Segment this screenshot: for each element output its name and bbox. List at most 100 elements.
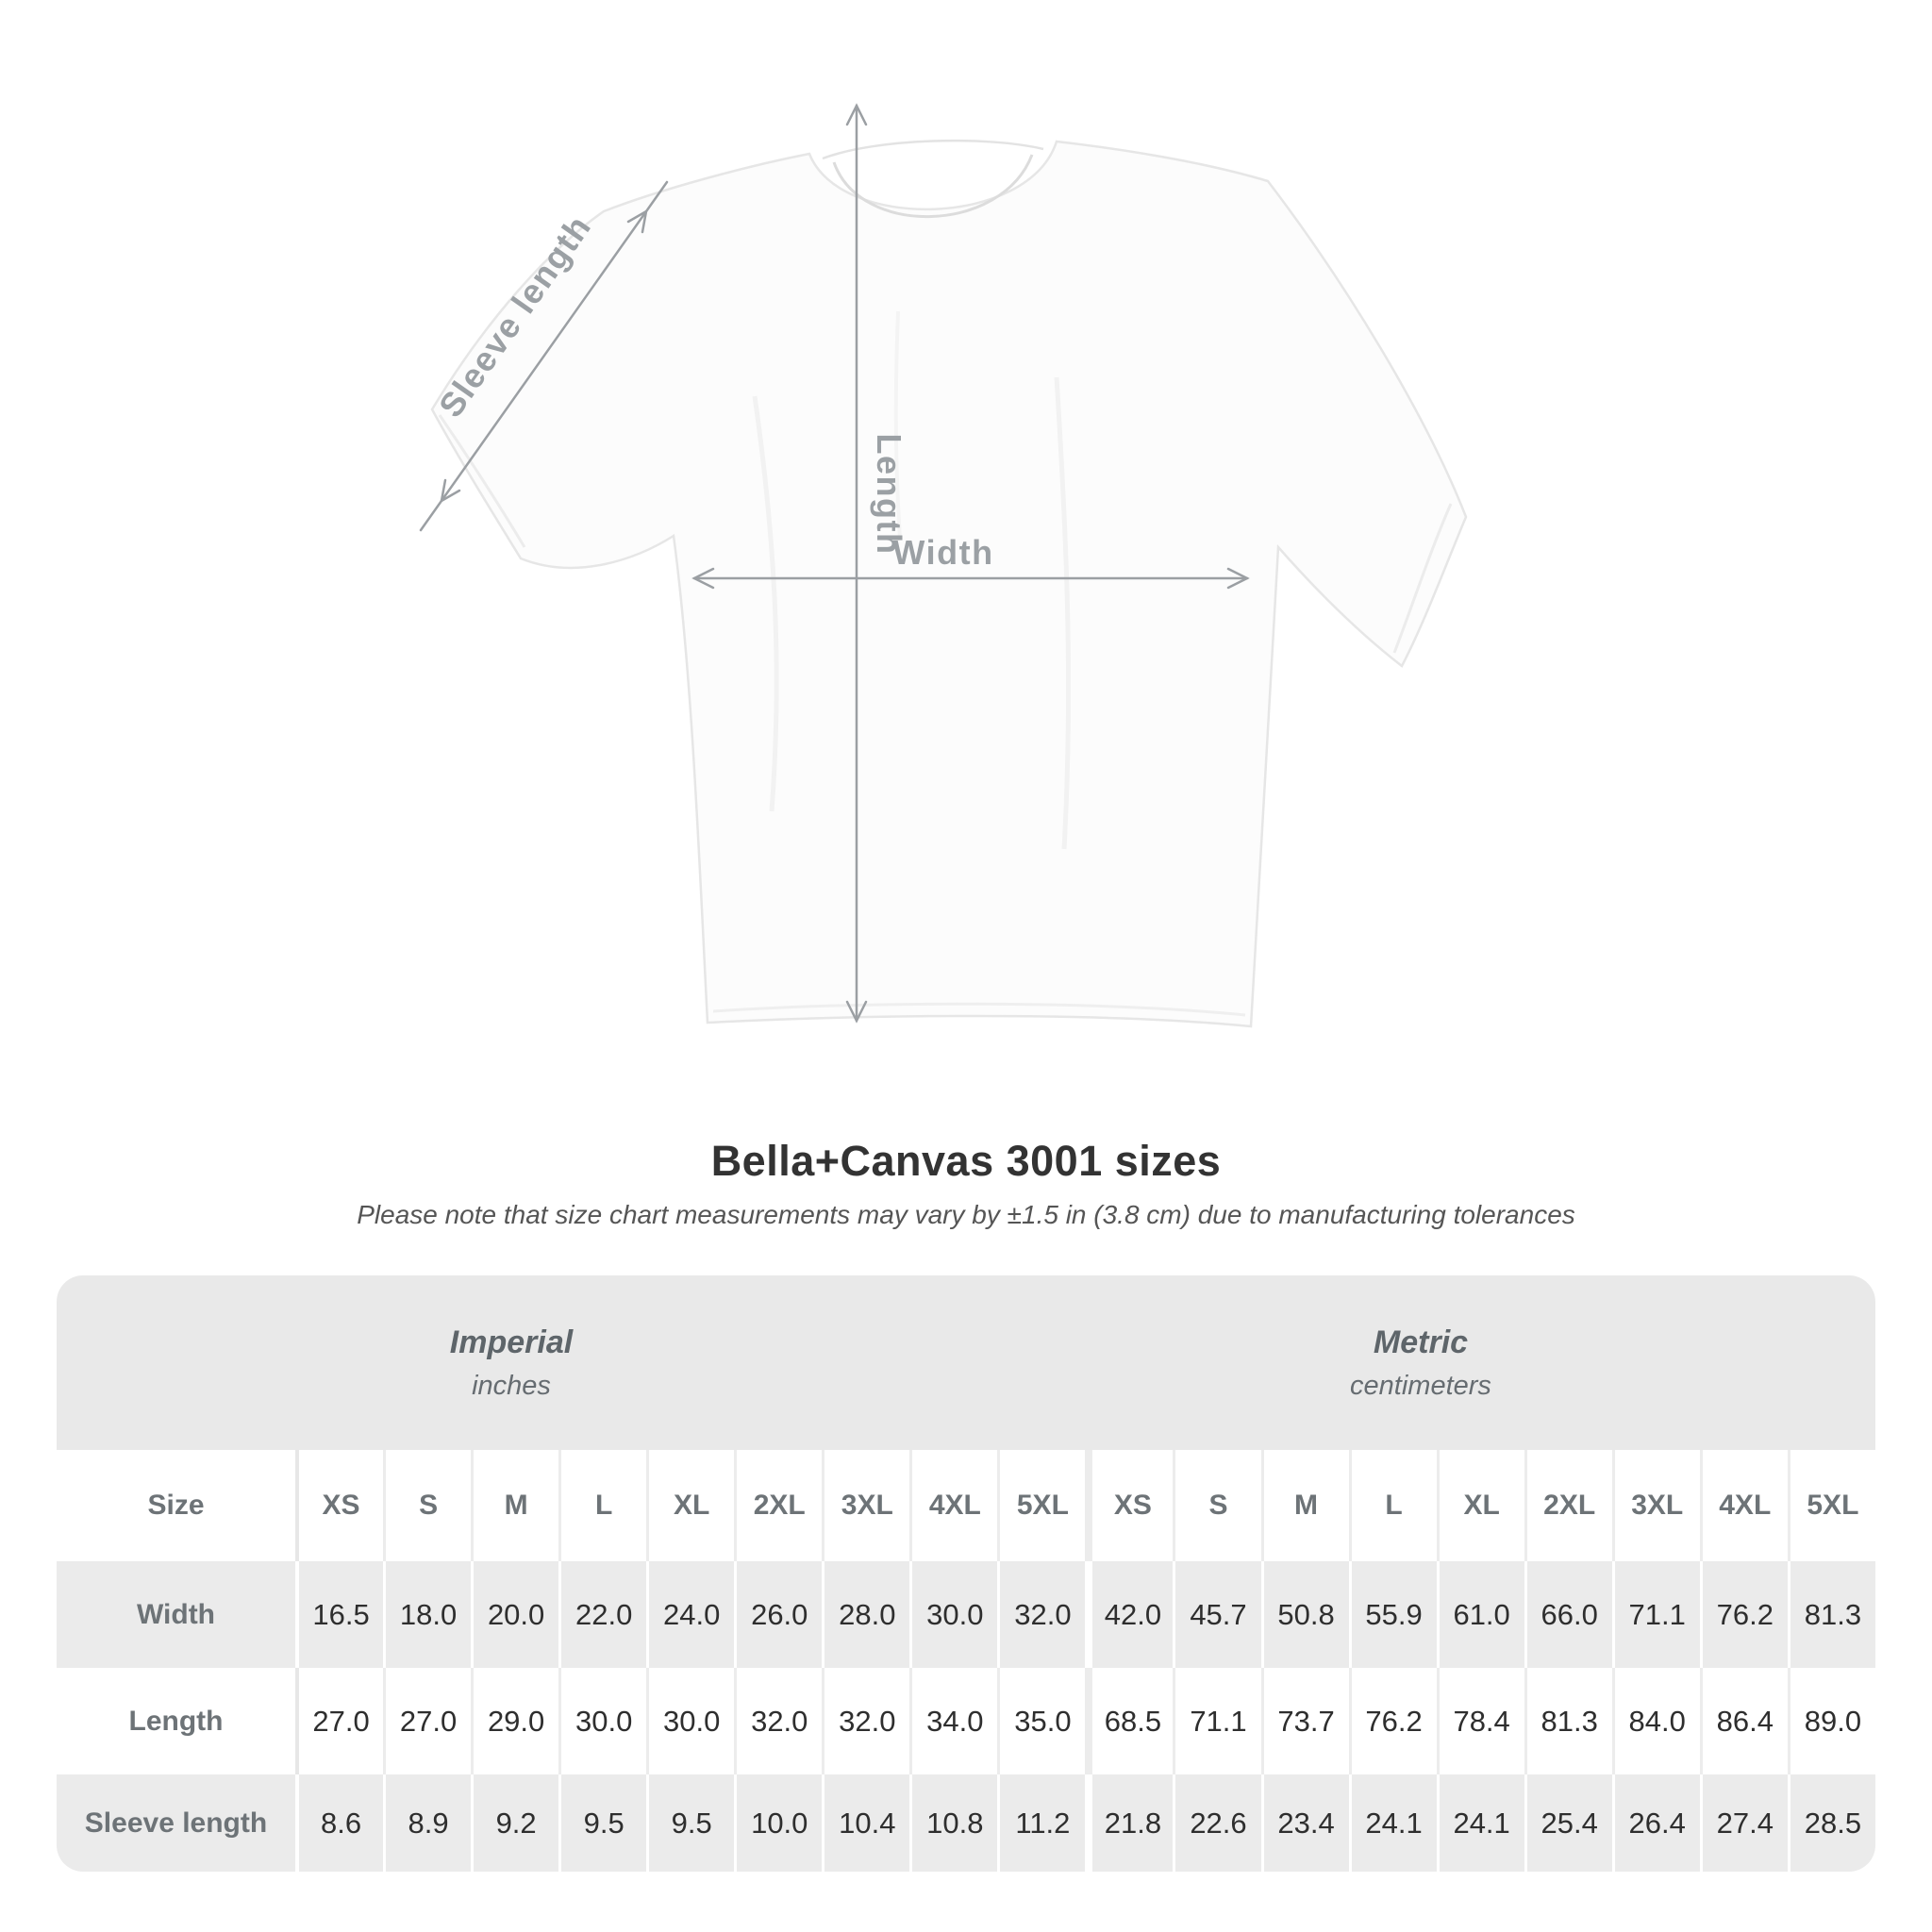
length-imperial-xl: 30.0 [646,1668,734,1774]
measure-row-sleeve-length: Sleeve length 8.6 8.9 9.2 9.5 9.5 10.0 10.4 10.8… [57,1774,1875,1872]
width-arrow [691,567,1250,590]
width-metric-3xl: 71.1 [1611,1561,1700,1668]
length-metric-5xl: 89.0 [1787,1668,1875,1774]
right-sleeve-hem-line [1392,503,1453,654]
tolerance-note: Please note that size chart measurements… [357,1200,1575,1229]
size-column-header: Size [147,1490,205,1521]
sleeve-length-imperial-l: 9.5 [558,1774,647,1872]
size-col-imperial-l: L [558,1450,646,1561]
sleeve-length-metric-2xl: 25.4 [1524,1774,1612,1872]
tshirt-illustration [430,139,1468,1028]
hem-inner-line [712,1002,1246,1017]
size-grid: Size XS S M L XL 2XL 3XL 4XL 5XL XS S M L XL 2XL 3XL 4XL… [57,1450,1875,1872]
width-imperial-xl: 24.0 [646,1561,735,1668]
grid-body: Size XS S M L XL 2XL 3XL 4XL 5XL XS S M L XL 2XL 3XL 4XL… [57,1450,1875,1872]
size-col-imperial-s: S [383,1450,471,1561]
imperial-header: Imperial inches [57,1275,966,1450]
length-imperial-xs: 27.0 [295,1668,383,1774]
sleeve-length-imperial-5xl: 11.2 [997,1774,1086,1872]
length-metric-m: 73.7 [1260,1668,1349,1774]
size-col-imperial-2xl: 2XL [734,1450,822,1561]
sleeve-length-imperial-s: 8.9 [383,1774,472,1872]
row-label: Sleeve length [57,1774,295,1872]
size-col-metric-xl: XL [1436,1450,1524,1561]
length-imperial-m: 29.0 [471,1668,558,1774]
width-imperial-xs: 16.5 [295,1561,384,1668]
sleeve-length-metric-xs: 21.8 [1085,1774,1174,1872]
size-col-imperial-5xl: 5XL [997,1450,1085,1561]
sleeve-length-metric-3xl: 26.4 [1611,1774,1700,1872]
length-imperial-3xl: 32.0 [822,1668,909,1774]
length-arrow [845,103,868,1024]
metric-header: Metric centimeters [966,1275,1875,1450]
measure-row-width: Width 16.5 18.0 20.0 22.0 24.0 26.0 28.0 30.0 32.… [57,1561,1875,1668]
length-imperial-2xl: 32.0 [734,1668,822,1774]
width-metric-2xl: 66.0 [1524,1561,1612,1668]
sleeve-length-arrow [419,180,669,532]
sleeve-length-imperial-xl: 9.5 [646,1774,735,1872]
page-title: Bella+Canvas 3001 sizes [710,1137,1222,1185]
sleeve-length-metric-l: 24.1 [1348,1774,1437,1872]
size-header-row: Size XS S M L XL 2XL 3XL 4XL 5XL XS S M L XL 2XL 3XL 4XL… [57,1450,1875,1561]
imperial-unit: inches [472,1370,551,1401]
fabric-wrinkle [752,395,779,812]
sleeve-length-imperial-xs: 8.6 [295,1774,384,1872]
collar-top-line [822,139,1044,160]
size-col-imperial-4xl: 4XL [909,1450,997,1561]
width-metric-xs: 42.0 [1085,1561,1174,1668]
width-metric-xl: 61.0 [1436,1561,1524,1668]
row-label: Length [128,1705,224,1737]
size-col-metric-2xl: 2XL [1524,1450,1612,1561]
length-metric-4xl: 86.4 [1699,1668,1788,1774]
sleeve-length-metric-m: 23.4 [1260,1774,1349,1872]
length-imperial-5xl: 35.0 [997,1668,1085,1774]
width-imperial-2xl: 26.0 [734,1561,823,1668]
length-label: Length [870,434,908,556]
length-imperial-s: 27.0 [383,1668,471,1774]
collar-inner-line [832,154,1034,219]
size-col-imperial-xs: XS [295,1450,383,1561]
width-imperial-5xl: 32.0 [997,1561,1086,1668]
length-metric-xl: 78.4 [1436,1668,1524,1774]
width-imperial-l: 22.0 [558,1561,647,1668]
size-col-metric-s: S [1173,1450,1260,1561]
row-label: Width [57,1561,295,1668]
size-col-metric-m: M [1260,1450,1349,1561]
sleeve-length-imperial-3xl: 10.4 [822,1774,910,1872]
sleeve-length-imperial-4xl: 10.8 [909,1774,998,1872]
sleeve-length-metric-4xl: 27.4 [1699,1774,1788,1872]
measure-row-length: Length 27.0 27.0 29.0 30.0 30.0 32.0 32.0 34.0 35… [57,1668,1875,1774]
tshirt-diagram: Sleeve length Length Width [419,103,1468,1028]
size-col-metric-4xl: 4XL [1699,1450,1788,1561]
fabric-wrinkle [1054,376,1072,850]
fabric-wrinkle [893,310,902,539]
size-col-metric-3xl: 3XL [1611,1450,1700,1561]
size-col-metric-xs: XS [1085,1450,1173,1561]
width-imperial-3xl: 28.0 [822,1561,910,1668]
width-imperial-s: 18.0 [383,1561,472,1668]
length-imperial-4xl: 34.0 [909,1668,997,1774]
sleeve-length-imperial-2xl: 10.0 [734,1774,823,1872]
width-metric-m: 50.8 [1260,1561,1349,1668]
sleeve-length-metric-s: 22.6 [1173,1774,1261,1872]
size-col-metric-5xl: 5XL [1787,1450,1875,1561]
metric-unit: centimeters [1350,1370,1491,1401]
width-imperial-4xl: 30.0 [909,1561,998,1668]
size-col-imperial-xl: XL [646,1450,734,1561]
size-table: Imperial inches Metric centimeters Size … [57,1275,1875,1872]
sleeve-length-metric-xl: 24.1 [1436,1774,1524,1872]
length-imperial-l: 30.0 [558,1668,646,1774]
width-metric-4xl: 76.2 [1699,1561,1788,1668]
width-label: Width [892,533,993,572]
metric-label: Metric [1373,1324,1469,1360]
imperial-label: Imperial [449,1324,574,1360]
length-metric-s: 71.1 [1173,1668,1260,1774]
width-metric-s: 45.7 [1173,1561,1261,1668]
tshirt-outline [430,140,1468,1028]
width-imperial-m: 20.0 [471,1561,559,1668]
length-metric-xs: 68.5 [1085,1668,1173,1774]
left-sleeve-hem-line [438,414,526,548]
unit-header-band: Imperial inches Metric centimeters [57,1275,1875,1450]
size-col-metric-l: L [1348,1450,1437,1561]
size-col-imperial-m: M [471,1450,558,1561]
